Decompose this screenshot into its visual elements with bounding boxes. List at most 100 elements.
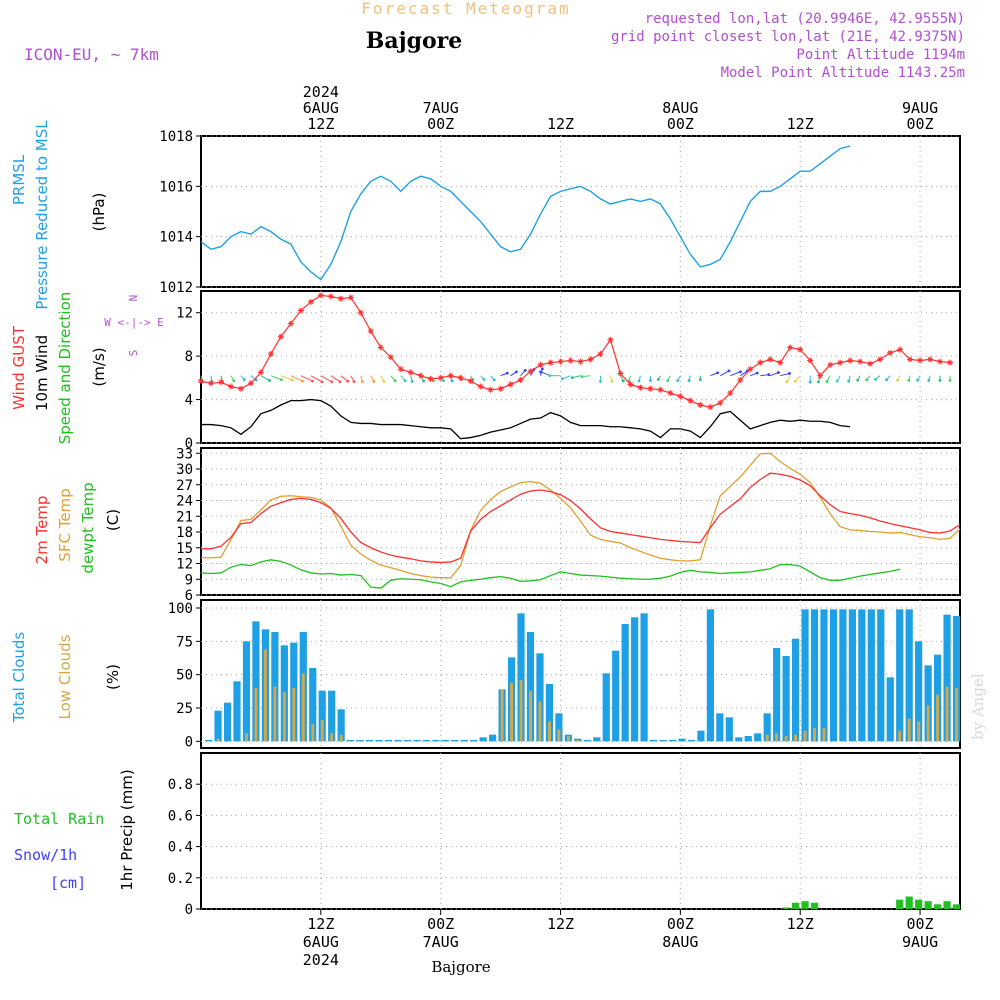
grid-point: grid point closest lon,lat (21E, 42.9375… (611, 29, 965, 45)
total-rain-label: Total Rain (14, 810, 104, 828)
total-cloud-bar (649, 740, 658, 742)
gust-marker (537, 361, 544, 368)
time-label-top: 2024 (303, 83, 339, 101)
gust-marker (277, 333, 284, 340)
gust-marker (317, 292, 324, 299)
wind-label: 10m Wind (33, 335, 51, 411)
gust-marker (817, 372, 824, 379)
wind-barb-head (637, 379, 641, 383)
gust-marker (807, 357, 814, 364)
y-tick-label: 9 (185, 572, 193, 588)
total-cloud-bar (687, 740, 696, 742)
rain-bar (782, 907, 790, 909)
gust-marker (517, 377, 524, 384)
y-tick-label: 0.4 (168, 840, 193, 856)
gust-marker (497, 385, 504, 392)
sfc-label: SFC Temp (56, 488, 74, 561)
wind-barb (260, 375, 270, 381)
wind-barb-head (847, 379, 851, 383)
total-cloud-bar (810, 609, 819, 742)
compass-s: S (127, 350, 140, 357)
wind-barb-head (372, 379, 376, 383)
wind-barb-head (232, 379, 236, 383)
footer-location: Bajgore (431, 958, 490, 976)
gust-marker (867, 360, 874, 367)
total-cloud-bar (744, 736, 752, 742)
low-cloud-bar (926, 705, 930, 742)
gust-marker (397, 366, 404, 373)
wind-barb-head (874, 377, 877, 381)
rain-bar (801, 901, 809, 909)
wind-barb-head (716, 371, 720, 375)
gust-marker (777, 359, 784, 366)
wind-barb (760, 374, 769, 377)
gust-marker (857, 358, 864, 365)
gust-marker (677, 393, 684, 400)
y-tick-label: 50 (176, 668, 193, 684)
total-cloud-bar (422, 740, 430, 742)
total-cloud-bar (205, 740, 213, 742)
wind-barb-head (727, 369, 731, 373)
low-cloud-bar (557, 729, 561, 742)
rain-bar (924, 901, 932, 909)
gust-marker (727, 390, 734, 397)
total-cloud-bar (347, 740, 355, 742)
wind-barb-head (739, 370, 742, 374)
total-cloud-bar (829, 609, 838, 742)
total-cloud-bar (754, 733, 762, 742)
total-cloud-bar (271, 632, 279, 742)
prmsl-label: PRMSL (10, 154, 28, 205)
low-cloud-bar (245, 733, 248, 742)
wind-barb-head (656, 378, 660, 381)
low-cloud-bar (254, 688, 258, 742)
gust-marker (467, 378, 474, 385)
panel-frame-precip (200, 752, 961, 910)
total-cloud-bar (716, 713, 724, 742)
total-cloud-bar (782, 656, 790, 742)
total-cloud-bar (555, 713, 563, 742)
temp-unit-label: (C) (104, 509, 122, 531)
low-cloud-bar (775, 733, 779, 742)
low-cloud-bar (945, 686, 949, 742)
low-cloud-bar (898, 730, 902, 742)
total-cloud-bar (877, 609, 885, 742)
title-top: Forecast Meteogram (361, 0, 570, 18)
panel-frame-pressure (200, 135, 961, 288)
y-tick-label: 8 (185, 349, 193, 365)
gust-marker (417, 372, 424, 379)
wind-barb-head (885, 378, 888, 382)
rain-bar (952, 904, 961, 909)
total-cloud-bar (725, 717, 733, 742)
gust-marker (887, 349, 894, 356)
time-label-bottom: 6AUG (303, 933, 339, 951)
low-cloud-bar (301, 673, 305, 742)
total-cloud-bar (394, 740, 402, 742)
gust-marker (557, 358, 564, 365)
gust-marker (587, 356, 594, 363)
gust-marker (637, 384, 644, 391)
total-cloud-bar (328, 690, 336, 742)
y-tick-label: 1012 (159, 280, 193, 296)
total-cloud-bar (631, 617, 639, 742)
model-altitude: Model Point Altitude 1143.25m (721, 65, 965, 81)
low-cloud-bar (784, 736, 788, 742)
wind-barb-head (330, 380, 334, 384)
time-label-top: 00Z (907, 115, 934, 133)
low-cloud-bar (263, 649, 267, 742)
wind-barb-head (793, 379, 797, 383)
wind-barb-head (514, 370, 518, 374)
gust-marker (217, 379, 224, 386)
wind-barb-head (856, 378, 860, 382)
gust-marker (247, 380, 254, 387)
gust-marker (387, 354, 394, 361)
gust-marker (707, 404, 714, 411)
total-cloud-bar (214, 710, 222, 742)
cloud-unit-label: (%) (104, 664, 122, 690)
wind-speed-dir-label: Speed and Direction (56, 292, 74, 445)
wind-barb-head (432, 379, 435, 383)
gust-label: Wind GUST (10, 325, 28, 410)
gust-marker (437, 374, 444, 381)
time-label-bottom: 00Z (907, 915, 934, 933)
wind-barb-head (482, 378, 486, 381)
time-label-top: 00Z (667, 115, 694, 133)
